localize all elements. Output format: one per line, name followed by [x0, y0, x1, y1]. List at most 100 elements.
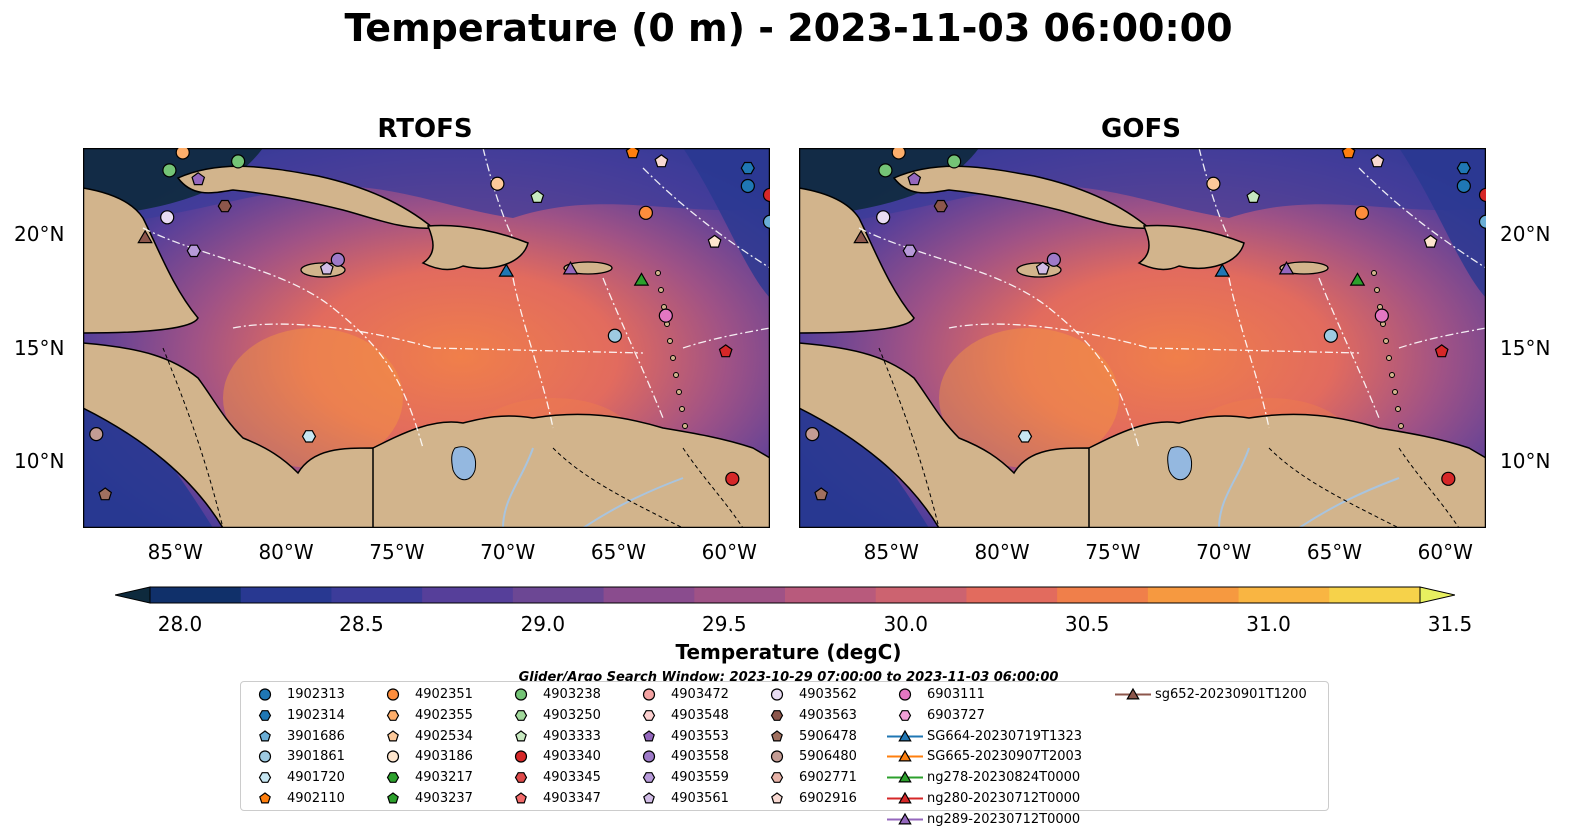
observation-marker — [902, 244, 917, 258]
eez-boundary — [1398, 327, 1486, 349]
antilles-island — [1383, 338, 1389, 344]
legend-marker-shape — [898, 729, 912, 742]
legend-marker-shape — [898, 812, 912, 825]
legend-marker — [898, 709, 912, 721]
south-america-land — [1088, 413, 1486, 528]
antilles-island — [679, 406, 685, 412]
legend-label: 4903237 — [415, 791, 473, 806]
legend-entry: 6902771 — [755, 767, 857, 788]
legend-entry: 4903347 — [499, 788, 601, 809]
eez-boundary — [1318, 277, 1380, 419]
legend-entry: 3901861 — [243, 746, 345, 767]
observation-marker — [498, 263, 515, 277]
legend-entry: 6903111 — [883, 684, 985, 705]
legend-marker-shape — [259, 729, 271, 742]
legend-entry: 4903548 — [627, 705, 729, 726]
legend-label: 4903345 — [543, 770, 601, 786]
lon-tick: 85°W — [863, 540, 919, 564]
legend-label: 4903186 — [415, 749, 473, 765]
legend-marker-shape — [514, 709, 528, 721]
legend-marker — [642, 709, 656, 721]
legend-marker-shape — [898, 750, 912, 762]
legend-label: 4903250 — [543, 707, 601, 723]
legend-marker — [642, 688, 656, 701]
observation-marker — [718, 344, 733, 358]
legend-label: 6903111 — [927, 687, 985, 702]
river — [502, 447, 534, 528]
legend-label: 6903727 — [927, 707, 985, 723]
colorbar-segment — [422, 587, 514, 603]
lat-tick-10-left: 10°N — [14, 449, 65, 473]
legend-entry: 4902110 — [243, 788, 345, 809]
observation-marker — [1035, 261, 1050, 275]
legend-marker-shape — [386, 750, 400, 763]
legend-marker — [259, 792, 271, 804]
legend-marker-shape — [642, 750, 656, 763]
observation-marker — [186, 244, 201, 258]
observation-marker — [1354, 205, 1369, 220]
eez-boundary — [332, 307, 424, 449]
legend-label: ng278-20230824T0000 — [927, 770, 1081, 786]
legend-marker — [771, 729, 783, 742]
eez-boundary — [1358, 167, 1486, 269]
observation-marker — [1478, 187, 1486, 203]
colorbar-tick: 31.0 — [1246, 612, 1291, 636]
legend: 1902313 1902314 3901686 3901861 4901720 49021… — [240, 681, 1329, 827]
legend-label: 4903333 — [543, 728, 601, 744]
eez-boundary — [512, 277, 554, 429]
lon-tick: 85°W — [147, 540, 203, 564]
observation-marker — [814, 487, 829, 501]
legend-marker-shape — [898, 791, 912, 804]
legend-marker-shape — [387, 729, 399, 742]
legend-marker — [887, 791, 923, 804]
observation-marker — [217, 199, 232, 213]
legend-marker-shape — [643, 792, 655, 804]
legend-marker — [642, 772, 656, 784]
colorbar-segment — [785, 587, 877, 603]
legend-label: ng280-20230712T0000 — [927, 791, 1081, 806]
legend-entry: SG664-20230719T1323 — [883, 726, 1082, 747]
legend-label: 4903559 — [671, 770, 729, 786]
legend-marker-shape — [386, 709, 400, 721]
observation-marker — [707, 234, 722, 248]
eez-boundary — [1198, 148, 1230, 239]
observation-marker — [1349, 272, 1366, 286]
legend-marker-shape — [642, 772, 656, 784]
observation-marker — [89, 427, 104, 442]
yucatan-land — [83, 187, 199, 334]
colorbar-frame — [149, 586, 1421, 604]
legend-label: 4903553 — [671, 728, 729, 744]
legend-marker — [642, 750, 656, 763]
observation-marker — [607, 328, 622, 343]
legend-marker-shape — [515, 792, 527, 804]
legend-label: 6902771 — [799, 770, 857, 786]
legend-marker-shape — [514, 750, 528, 763]
legend-entry: 4902534 — [371, 726, 473, 747]
observation-marker — [490, 176, 505, 191]
legend-entry: 4903186 — [371, 746, 473, 767]
antilles-island — [658, 287, 664, 293]
legend-marker-shape — [387, 792, 399, 804]
legend-label: 1902314 — [287, 707, 345, 723]
colorbar-tick: 30.5 — [1064, 612, 1110, 636]
cuba-land — [892, 165, 1151, 229]
colorbar-tick: 28.5 — [339, 612, 384, 636]
legend-entry: 4903238 — [499, 684, 601, 705]
observation-marker — [805, 427, 820, 442]
observation-marker — [947, 154, 962, 169]
observation-marker — [762, 187, 770, 203]
observation-marker — [301, 430, 317, 443]
legend-entry: 1902313 — [243, 684, 345, 705]
legend-entry: 4902351 — [371, 684, 473, 705]
legend-entry: 4901720 — [243, 767, 345, 788]
lon-tick: 60°W — [1417, 540, 1473, 564]
legend-entry: 4903561 — [627, 788, 729, 809]
legend-label: 4903558 — [671, 749, 729, 765]
observation-marker — [740, 178, 755, 194]
legend-marker-shape — [258, 709, 272, 721]
legend-marker — [387, 729, 399, 742]
legend-marker-shape — [515, 729, 527, 742]
observation-marker — [1441, 471, 1456, 486]
eez-boundary — [682, 327, 770, 349]
eez-boundary — [482, 148, 514, 239]
